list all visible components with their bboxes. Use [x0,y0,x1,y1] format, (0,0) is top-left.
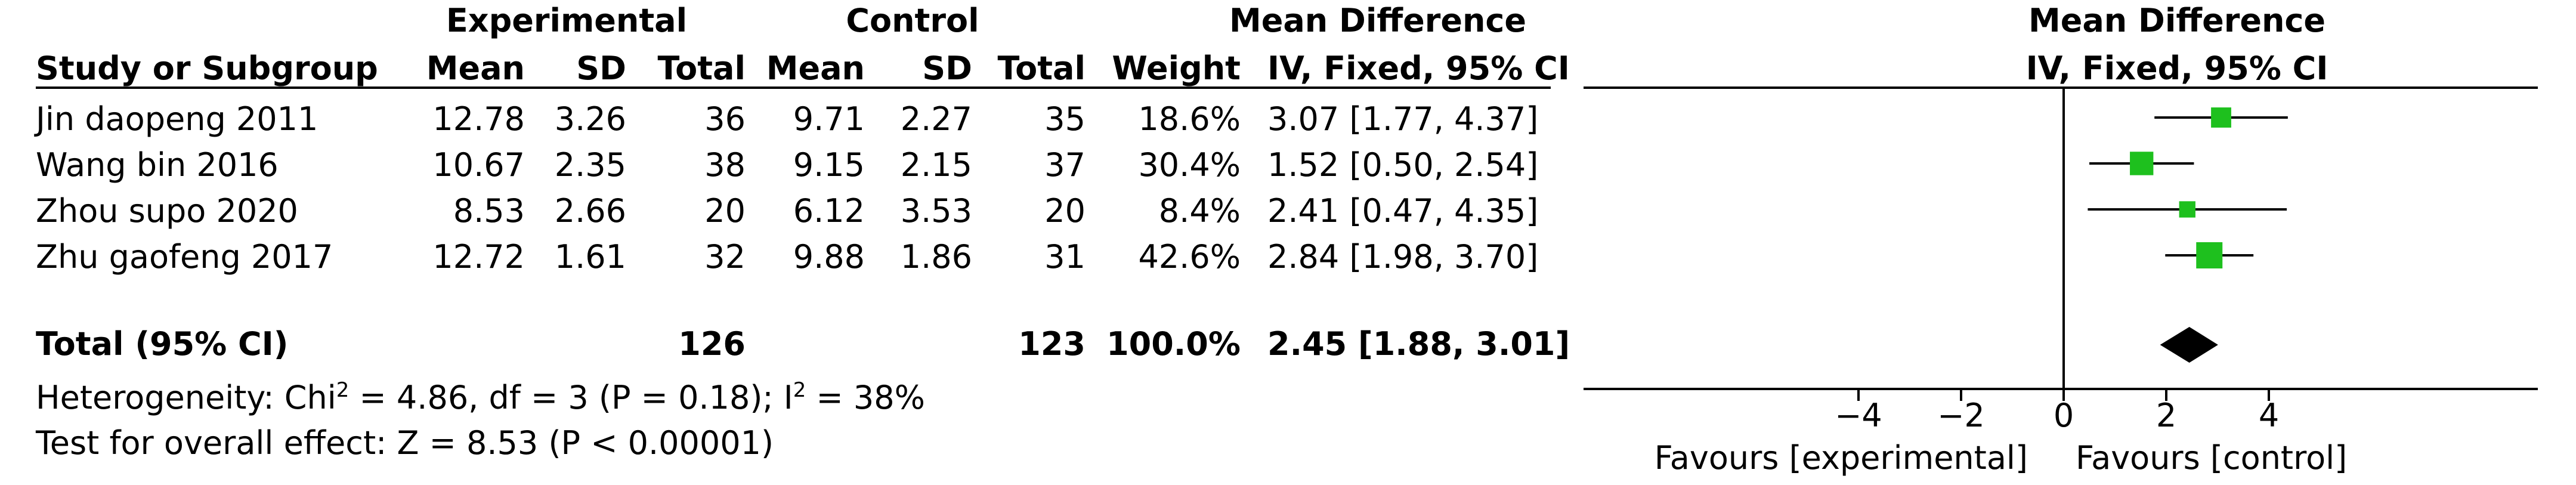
ctl-sd: 3.53 [900,192,972,230]
col-header-ci: IV, Fixed, 95% CI [1267,50,1570,87]
study-name: Zhou supo 2020 [36,192,298,230]
total-ci: 2.45 [1.88, 3.01] [1267,325,1570,363]
ctl-mean: 9.88 [793,238,865,276]
favours-left-label: Favours [experimental] [1654,439,2028,477]
weight: 42.6% [1138,238,1241,276]
col-header-exp-sd: SD [576,50,626,87]
group-header-experimental: Experimental [446,2,688,39]
ctl-mean: 9.71 [793,100,865,138]
ctl-mean: 9.15 [793,146,865,184]
col-header-ctl-mean: Mean [766,50,865,87]
exp-mean: 8.53 [453,192,525,230]
study-name: Jin daopeng 2011 [36,100,318,138]
exp-sd: 3.26 [554,100,626,138]
overall-effect-text: Test for overall effect: Z = 8.53 (P < 0… [36,424,774,462]
study-marker [2211,107,2231,128]
col-header-ctl-total: Total [997,50,1086,87]
ctl-sd: 2.27 [900,100,972,138]
ctl-sd: 1.86 [900,238,972,276]
plot-subtitle: IV, Fixed, 95% CI [2025,50,2328,87]
x-tick-label: −2 [1937,397,1985,434]
exp-sd: 2.66 [554,192,626,230]
group-header-effect: Mean Difference [1229,2,1527,39]
ctl-sd: 2.15 [900,146,972,184]
ci-text: 1.52 [0.50, 2.54] [1267,146,1539,184]
exp-sd: 2.35 [554,146,626,184]
exp-sd: 1.61 [554,238,626,276]
ctl-total: 37 [1044,146,1086,184]
exp-mean: 12.72 [432,238,525,276]
col-header-study: Study or Subgroup [36,50,378,87]
x-tick-label: 2 [2156,397,2176,434]
weight: 18.6% [1138,100,1241,138]
study-marker [2130,152,2154,175]
ci-text: 2.84 [1.98, 3.70] [1267,238,1539,276]
plot-title: Mean Difference [2028,2,2326,39]
x-tick-label: 0 [2054,397,2074,434]
heterogeneity-text: Heterogeneity: Chi2 = 4.86, df = 3 (P = … [36,378,925,416]
exp-mean: 10.67 [432,146,525,184]
study-name: Wang bin 2016 [36,146,279,184]
ci-text: 3.07 [1.77, 4.37] [1267,100,1539,138]
total-label: Total (95% CI) [36,325,289,363]
study-marker [2196,242,2223,268]
col-header-ctl-sd: SD [922,50,972,87]
ctl-total: 20 [1044,192,1086,230]
total-exp-total: 126 [678,325,746,363]
exp-mean: 12.78 [432,100,525,138]
total-weight: 100.0% [1106,325,1241,363]
header-rule [36,87,1551,89]
study-name: Zhu gaofeng 2017 [36,238,333,276]
col-header-exp-mean: Mean [426,50,525,87]
weight: 30.4% [1138,146,1241,184]
x-tick-label: −4 [1835,397,1882,434]
pooled-diamond [2160,327,2218,363]
x-tick-label: 4 [2259,397,2279,434]
favours-right-label: Favours [control] [2076,439,2348,477]
ci-text: 2.41 [0.47, 4.35] [1267,192,1539,230]
group-header-control: Control [846,2,979,39]
exp-total: 20 [704,192,746,230]
col-header-weight: Weight [1112,50,1241,87]
weight: 8.4% [1158,192,1241,230]
exp-total: 36 [704,100,746,138]
ctl-total: 35 [1044,100,1086,138]
ctl-total: 31 [1044,238,1086,276]
ctl-mean: 6.12 [793,192,865,230]
study-marker [2179,201,2195,218]
exp-total: 32 [704,238,746,276]
exp-total: 38 [704,146,746,184]
col-header-exp-total: Total [657,50,746,87]
plot-header-rule [1584,87,2538,89]
total-ctl-total: 123 [1018,325,1086,363]
